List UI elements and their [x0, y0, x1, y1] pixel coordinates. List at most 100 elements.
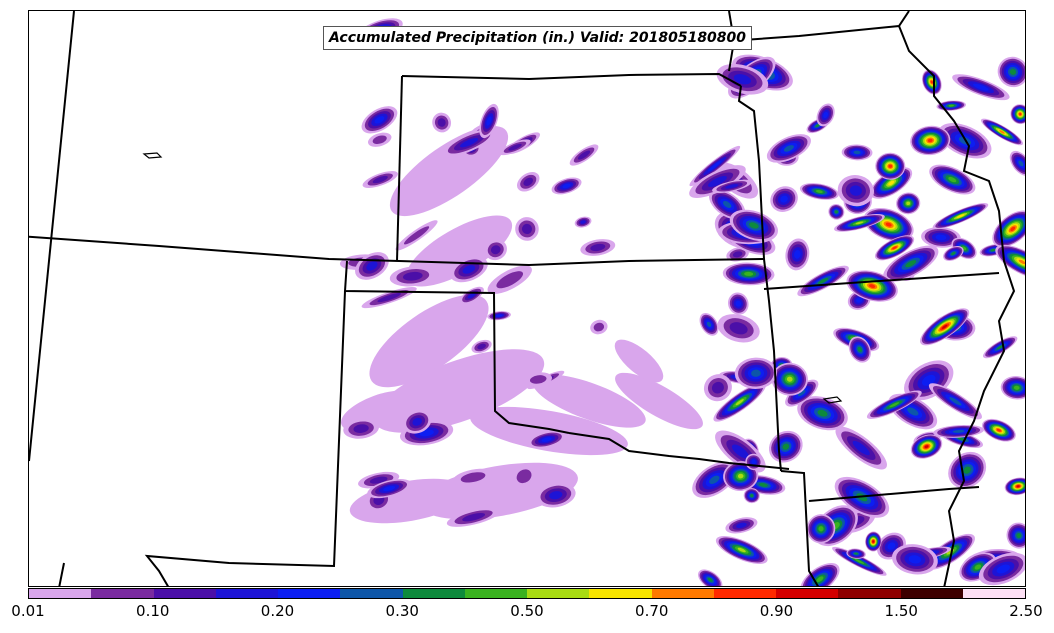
colorbar-segment: [900, 589, 963, 598]
precipitation-overlay: [339, 18, 1025, 586]
precip-contour: [834, 210, 838, 214]
precip-contour: [924, 445, 929, 448]
precip-contour: [369, 476, 388, 484]
precip-contour: [541, 437, 552, 442]
precip-contour: [999, 130, 1005, 134]
precip-contour: [930, 80, 934, 84]
precip-contour: [888, 164, 893, 168]
precip-contour: [1016, 532, 1022, 539]
precip-contour: [854, 558, 865, 564]
precip-contour: [405, 215, 513, 287]
precip-contour: [708, 176, 727, 188]
precip-contour: [460, 472, 486, 483]
precip-contour: [737, 473, 744, 479]
lake-2: [822, 396, 843, 404]
precip-contour: [516, 469, 532, 484]
precip-contour: [749, 222, 759, 229]
colorbar-segment: [153, 589, 216, 598]
precip-contour: [437, 118, 446, 127]
precip-contour: [817, 409, 828, 417]
boundary-ia-mo: [728, 11, 910, 42]
precip-field: [29, 11, 1025, 586]
precip-contour: [577, 150, 591, 160]
precip-contour: [374, 116, 385, 124]
colorbar-segment: [589, 589, 652, 598]
colorbar-tick-label: 0.90: [759, 602, 794, 620]
colorbar-tick-label: 0.30: [385, 602, 419, 620]
precip-contour: [782, 443, 790, 450]
precip-contour: [951, 251, 956, 255]
precip-contour: [855, 221, 864, 225]
precip-contour: [508, 143, 522, 151]
precip-contour: [905, 260, 917, 268]
precip-contour: [853, 150, 861, 155]
precip-contour: [888, 180, 895, 186]
precip-contour: [1018, 160, 1024, 167]
precip-contour: [711, 381, 724, 394]
precip-contour: [614, 339, 664, 383]
precip-contour: [963, 466, 971, 474]
precip-contour: [872, 540, 875, 543]
state-boundaries: [29, 11, 1016, 586]
precip-contour: [372, 175, 388, 184]
boundary-ut: [29, 11, 75, 462]
boundary-tx-ar: [780, 470, 819, 586]
precip-contour: [495, 314, 503, 317]
precip-contour: [523, 177, 534, 186]
precip-contour: [402, 271, 423, 281]
precip-contour: [935, 234, 947, 241]
precip-contour: [369, 294, 489, 388]
precip-contour: [590, 243, 606, 252]
precip-contour: [486, 116, 492, 126]
colorbar-segment: [838, 589, 901, 598]
precip-contour: [857, 346, 863, 353]
colorbar-segment: [464, 589, 527, 598]
precip-contour: [1019, 112, 1022, 116]
precip-contour: [921, 374, 936, 386]
precip-contour: [759, 482, 768, 487]
colorbar-segment: [91, 589, 154, 598]
precip-contour: [1013, 385, 1020, 390]
precip-contour: [751, 369, 761, 377]
precip-contour: [377, 293, 402, 303]
precip-contour: [707, 160, 722, 172]
precip-contour: [750, 494, 754, 498]
precip-contour: [906, 201, 911, 206]
precip-contour: [706, 321, 712, 327]
precip-contour: [412, 417, 422, 426]
boundary-mississippi: [898, 25, 1016, 586]
precip-contour: [372, 135, 387, 144]
colorbar-tick-label: 1.50: [884, 602, 918, 620]
precip-contour: [892, 246, 897, 250]
precip-contour: [854, 552, 859, 555]
precip-contour: [366, 261, 378, 271]
precip-contour: [815, 190, 823, 193]
precip-contour: [732, 251, 743, 258]
map-title: Accumulated Precipitation (in.) Valid: 2…: [323, 26, 753, 50]
precip-contour: [786, 376, 793, 382]
precip-contour: [797, 389, 806, 397]
boundary-ar-la: [808, 486, 980, 502]
colorbar-tick-label: 0.50: [510, 602, 544, 620]
precip-contour: [780, 195, 788, 203]
colorbar-segment: [340, 589, 403, 598]
precip-contour: [731, 444, 749, 459]
colorbar-tick-label: 0.20: [260, 602, 295, 620]
precip-contour: [996, 345, 1004, 350]
precip-contour: [885, 222, 892, 227]
precip-contour: [849, 185, 862, 196]
boundary-wy-co-ks: [29, 235, 765, 267]
precip-contour: [887, 542, 896, 550]
precip-contour: [889, 402, 900, 408]
precip-contour: [496, 271, 524, 289]
precip-contour: [615, 372, 703, 430]
precip-contour: [580, 220, 586, 224]
colorbar-tick-label: 0.10: [136, 602, 170, 620]
precip-contour: [751, 459, 756, 465]
colorbar-segment: [962, 589, 1025, 598]
precip-contour: [593, 322, 605, 332]
precip-contour: [956, 214, 965, 219]
precip-contour: [818, 526, 824, 532]
precip-contour: [852, 440, 870, 456]
precip-contour: [794, 250, 801, 259]
